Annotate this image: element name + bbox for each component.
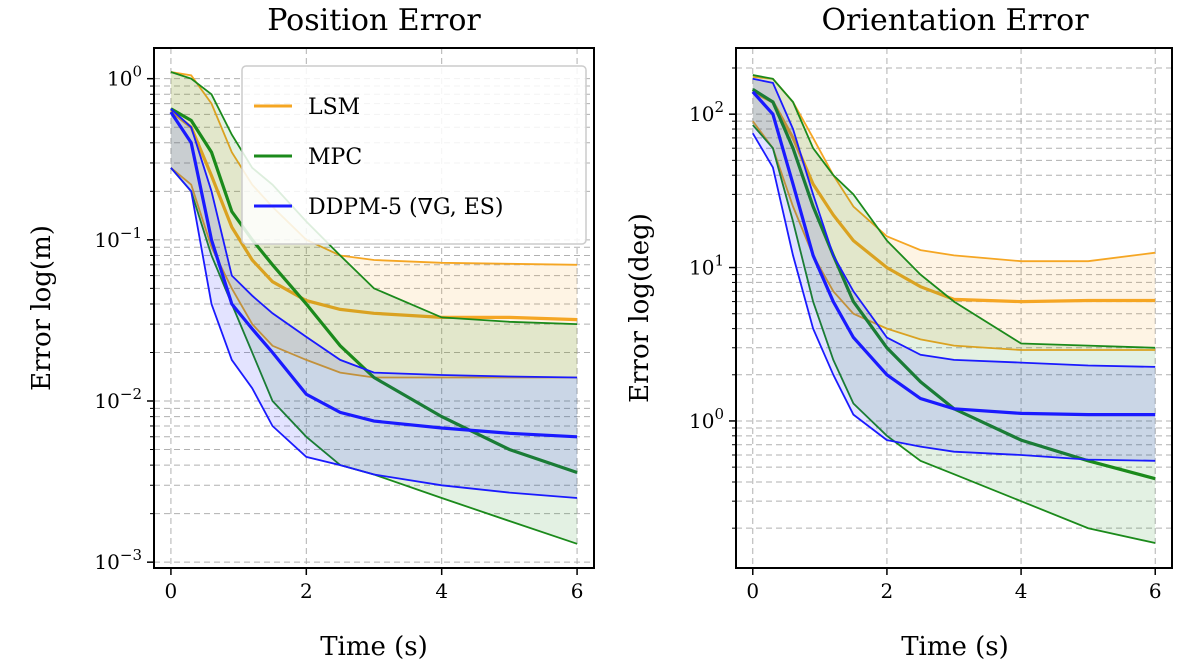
- lower-line: [170, 167, 578, 545]
- series-ddpm-5: [751, 77, 1156, 462]
- y-tick-label: 100: [107, 63, 142, 91]
- upper-line: [752, 74, 1156, 349]
- series-ddpm-5: [169, 108, 578, 499]
- x-tick-label: 6: [571, 579, 584, 603]
- lower-line: [170, 167, 578, 379]
- y-tick-label: 101: [689, 252, 724, 280]
- legend-label: DDPM-5 (∇G, ES): [308, 195, 503, 220]
- y-axis-label: Error log(m): [27, 225, 57, 391]
- legend-label: MPC: [308, 145, 362, 170]
- y-axis-label: Error log(deg): [625, 213, 655, 403]
- median-line: [170, 107, 578, 475]
- band: [170, 72, 578, 378]
- y-tick-label: 102: [689, 98, 724, 126]
- band: [752, 75, 1156, 543]
- series-mpc: [751, 74, 1156, 544]
- x-tick-label: 2: [881, 579, 894, 603]
- position-error-chart: Position Error Time (s) Error log(m) 0 2 4…: [27, 3, 595, 662]
- plot-frame: [735, 47, 1173, 569]
- upper-line: [752, 77, 1156, 368]
- y-tick-label: 10−2: [94, 385, 142, 413]
- median-line: [751, 90, 1156, 417]
- x-tick-label: 6: [1149, 579, 1162, 603]
- plot-frame: [153, 47, 595, 569]
- x-tick-label: 4: [435, 579, 448, 603]
- x-axis-label: Time (s): [901, 632, 1009, 662]
- legend-label: LSM: [308, 95, 360, 120]
- legend: LSM MPC DDPM-5 (∇G, ES): [241, 65, 587, 245]
- y-tick-label: 10−1: [94, 224, 142, 252]
- x-tick-label: 0: [746, 579, 759, 603]
- legend-box: [241, 65, 587, 245]
- lower-line: [752, 124, 1156, 544]
- lower-line: [752, 132, 1156, 462]
- x-axis-label: Time (s): [320, 632, 428, 662]
- lower-line: [170, 167, 578, 499]
- x-tick-label: 2: [300, 579, 313, 603]
- upper-line: [170, 108, 578, 379]
- x-tick-label: 0: [165, 579, 178, 603]
- orientation-error-chart: Orientation Error Time (s) Error log(deg…: [625, 3, 1173, 662]
- band: [170, 108, 578, 499]
- median-line: [751, 88, 1156, 481]
- chart-title: Position Error: [267, 3, 481, 38]
- y-tick-label: 10−3: [94, 546, 142, 574]
- x-tick-label: 4: [1015, 579, 1028, 603]
- band: [752, 78, 1156, 461]
- series-lsm: [752, 76, 1156, 351]
- chart-title: Orientation Error: [821, 3, 1089, 38]
- lower-line: [752, 120, 1156, 351]
- y-tick-label: 100: [689, 405, 724, 433]
- band: [752, 76, 1156, 351]
- median-line: [752, 90, 1156, 304]
- median-line: [169, 111, 578, 439]
